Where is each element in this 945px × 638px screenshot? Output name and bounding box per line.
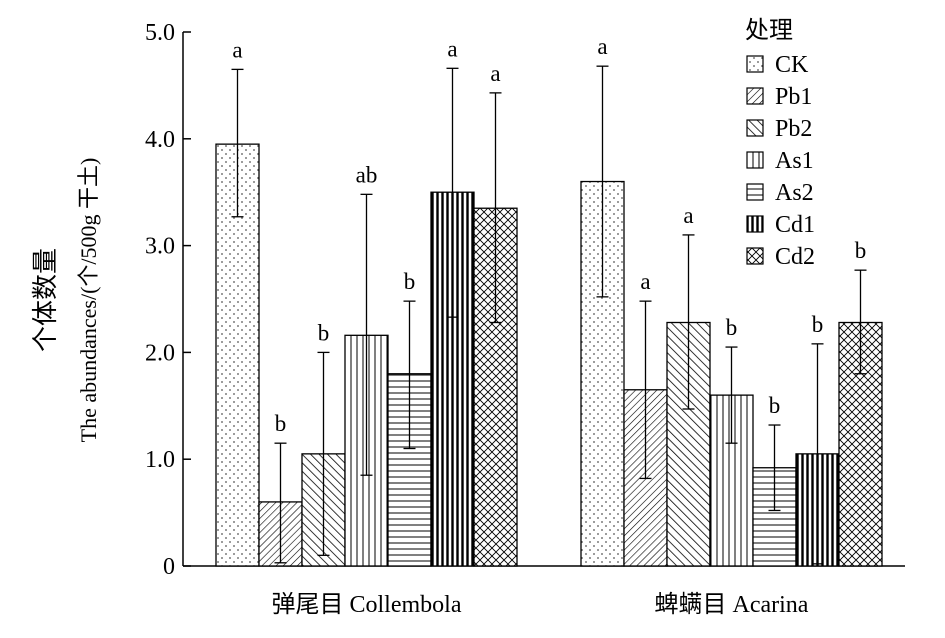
- significance-letter: ab: [356, 162, 378, 187]
- legend-swatch-pb1: [746, 87, 764, 105]
- significance-letter: b: [318, 320, 330, 345]
- y-tick-label: 0: [163, 554, 175, 580]
- y-axis-label-cn: 个体数量: [31, 248, 60, 352]
- legend-label-as2: As2: [775, 180, 814, 206]
- x-category-labels: 弹尾目 Collembola 蜱螨目 Acarina: [272, 591, 809, 618]
- significance-letter: b: [769, 393, 781, 418]
- significance-letter: b: [404, 269, 416, 294]
- legend-swatch-ck: [746, 55, 764, 73]
- y-tick-label: 4.0: [145, 127, 175, 153]
- significance-letter: a: [232, 37, 242, 62]
- y-tick-label: 1.0: [145, 447, 175, 473]
- significance-letter: a: [640, 269, 650, 294]
- bars: [215, 143, 883, 567]
- error-bars: [231, 65, 867, 565]
- legend-swatch-pb2: [746, 119, 764, 137]
- y-axis-label-en: The abundances/(个/500g 干土): [76, 158, 101, 443]
- x-category-label: 蜱螨目 Acarina: [655, 591, 809, 618]
- significance-letter: a: [597, 34, 607, 59]
- legend-label-cd1: Cd1: [775, 212, 815, 238]
- legend-label-cd2: Cd2: [775, 244, 815, 270]
- legend-title: 处理: [745, 17, 793, 44]
- legend-swatch-as2: [746, 183, 764, 201]
- legend-swatch-cd1: [746, 215, 764, 233]
- legend-swatch-as1: [746, 151, 764, 169]
- significance-letter: a: [490, 61, 500, 86]
- significance-letter: b: [812, 312, 824, 337]
- significance-letter: a: [447, 36, 457, 61]
- legend-label-as1: As1: [775, 148, 814, 174]
- legend-swatch-cd2: [746, 247, 764, 265]
- y-tick-label: 5.0: [145, 20, 175, 46]
- y-tick-label: 2.0: [145, 340, 175, 366]
- bar-ck: [215, 143, 260, 567]
- significance-letter: b: [275, 411, 287, 436]
- significance-letter: b: [726, 315, 738, 340]
- significance-letter: b: [855, 238, 867, 263]
- y-axis-label: 个体数量 The abundances/(个/500g 干土): [31, 158, 101, 443]
- y-tick-label: 3.0: [145, 234, 175, 260]
- legend-label-pb1: Pb1: [775, 84, 812, 110]
- x-category-label: 弹尾目 Collembola: [272, 591, 462, 618]
- legend: 处理 CK Pb1 Pb2 As1 As2 Cd1 Cd2: [745, 17, 815, 270]
- legend-label-ck: CK: [775, 52, 809, 78]
- legend-label-pb2: Pb2: [775, 116, 812, 142]
- significance-letter: a: [683, 203, 693, 228]
